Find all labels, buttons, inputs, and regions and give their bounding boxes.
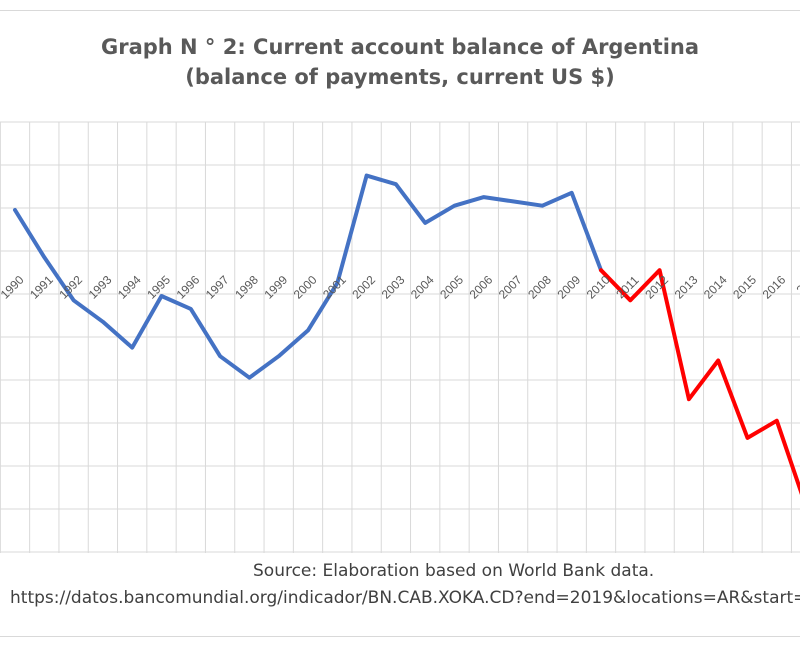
x-tick-label: 2006 bbox=[467, 273, 496, 302]
x-tick-label: 2003 bbox=[379, 273, 408, 302]
x-tick-label: 1993 bbox=[86, 273, 115, 302]
x-tick-label: 2001 bbox=[320, 273, 349, 302]
source-url: https://datos.bancomundial.org/indicador… bbox=[10, 588, 800, 608]
x-tick-label: 2004 bbox=[408, 273, 437, 302]
x-tick-label: 2015 bbox=[730, 273, 759, 302]
x-tick-label: 2016 bbox=[760, 273, 789, 302]
x-tick-label: 1998 bbox=[232, 273, 261, 302]
source-line1: Source: Elaboration based on World Bank … bbox=[253, 561, 655, 581]
x-tick-label: 2007 bbox=[496, 273, 525, 302]
chart-title-line2: (balance of payments, current US $) bbox=[185, 65, 615, 89]
x-tick-label: 2008 bbox=[525, 273, 554, 302]
x-tick-label: 2014 bbox=[701, 273, 730, 302]
x-tick-label: 2002 bbox=[349, 273, 378, 302]
bottom-border bbox=[0, 636, 800, 637]
chart-title-line1: Graph N ° 2: Current account balance of … bbox=[100, 35, 700, 59]
x-tick-label: 1990 bbox=[0, 273, 27, 302]
chart-title: Graph N ° 2: Current account balance of … bbox=[0, 32, 800, 92]
x-tick-label: 2000 bbox=[291, 273, 320, 302]
x-tick-label: 1994 bbox=[115, 273, 144, 302]
x-tick-label: 2013 bbox=[672, 273, 701, 302]
source-note: Source: Elaboration based on World Bank … bbox=[0, 558, 800, 612]
top-border bbox=[0, 10, 800, 11]
x-tick-label: 20 bbox=[794, 277, 800, 297]
x-tick-label: 1999 bbox=[261, 273, 290, 302]
series-line-2 bbox=[599, 268, 800, 495]
series-line-1 bbox=[13, 173, 603, 380]
x-tick-label: 1991 bbox=[27, 273, 56, 302]
x-tick-label: 1997 bbox=[203, 273, 232, 302]
x-tick-label: 2005 bbox=[437, 273, 466, 302]
x-tick-label: 1996 bbox=[174, 273, 203, 302]
x-tick-label: 2009 bbox=[554, 273, 583, 302]
